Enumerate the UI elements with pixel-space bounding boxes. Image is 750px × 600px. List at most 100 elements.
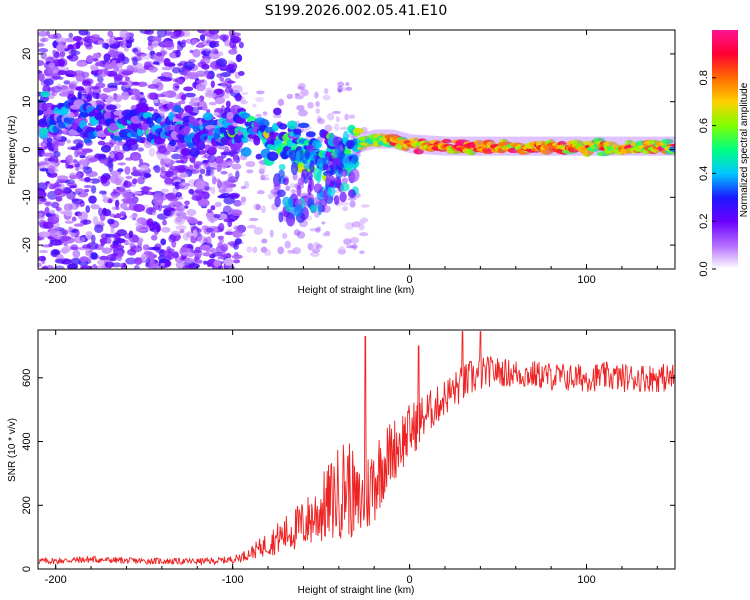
spectrogram-noise-blob [44, 202, 52, 207]
spectrogram-noise-blob [38, 30, 48, 37]
spectrogram-noise-blob [100, 241, 105, 247]
spectrogram-noise-blob [358, 223, 365, 231]
spectrogram-noise-blob [240, 91, 249, 95]
spectrogram-noise-blob [202, 252, 211, 257]
spectrogram-noise-blob [86, 95, 91, 101]
spectrogram-noise-blob [294, 95, 304, 100]
spectrogram-blobs [38, 30, 675, 269]
spectrogram-noise-blob [285, 185, 291, 192]
spectrogram-ridge-blob [98, 93, 109, 100]
spectrogram-noise-blob [73, 159, 78, 164]
snr-y-ticks: 0 200 400 600 [21, 369, 675, 572]
spectrogram-noise-blob [220, 152, 227, 159]
spectrogram-noise-blob [125, 32, 134, 38]
spectrogram-noise-blob [38, 146, 44, 155]
spectrogram-streak-blob [353, 144, 359, 153]
spectrogram-noise-blob [107, 198, 113, 204]
spectrogram-noise-blob [125, 257, 137, 265]
spectrogram-noise-blob [72, 191, 82, 195]
spectrogram-noise-blob [44, 206, 50, 215]
spectrogram-noise-blob [61, 229, 69, 236]
spectrogram-noise-blob [132, 191, 143, 195]
spectrogram-noise-blob [113, 232, 119, 241]
spectrogram-noise-blob [237, 233, 247, 237]
spectrogram-noise-blob [130, 245, 143, 253]
spectrogram-noise-blob [213, 213, 221, 219]
spectrogram-noise-blob [103, 142, 114, 149]
spectrogram-ridge-blob [297, 122, 310, 129]
spectrogram-noise-blob [81, 71, 90, 78]
spectrogram-noise-blob [132, 57, 138, 66]
spectrogram-noise-blob [75, 143, 84, 149]
spectrogram-noise-blob [245, 160, 256, 168]
spectrogram-noise-blob [317, 118, 325, 125]
spectrogram-noise-blob [57, 210, 67, 214]
spectrogram-noise-blob [152, 61, 160, 65]
spectrogram-noise-blob [158, 265, 164, 269]
spectrogram-noise-blob [95, 265, 108, 269]
spectrogram-noise-blob [344, 113, 349, 121]
spectrogram-streak-blob [322, 156, 330, 165]
spectrogram-ridge-blob [60, 106, 69, 117]
spectrogram-streak-blob [337, 150, 344, 162]
spectrogram-noise-blob [97, 76, 104, 83]
spectrogram-noise-blob [80, 236, 86, 243]
spectrogram-noise-blob [140, 53, 152, 60]
spectrogram-streak-blob [347, 189, 356, 199]
spectrogram-noise-blob [187, 217, 198, 225]
spectrogram-noise-blob [214, 155, 224, 164]
spectrogram-noise-blob [170, 200, 177, 205]
spectrogram-noise-blob [114, 151, 124, 161]
spectrogram-noise-blob [129, 215, 138, 219]
spectrogram-noise-blob [72, 249, 81, 259]
spectrogram-noise-blob [259, 164, 267, 172]
spectrogram-noise-blob [315, 100, 320, 107]
spectrogram-noise-blob [202, 159, 210, 164]
spectrogram-noise-blob [190, 249, 202, 254]
spectrogram-noise-blob [109, 174, 120, 184]
spectrogram-noise-blob [139, 30, 151, 34]
spectrogram-streak-blob [276, 189, 286, 198]
spectrogram-noise-blob [110, 253, 119, 257]
spectrogram-noise-blob [290, 189, 296, 194]
spectrogram-ridge-blob [278, 123, 288, 130]
spectrogram-streak-blob [282, 177, 289, 186]
spectrogram-noise-blob [315, 108, 320, 115]
spectrogram-noise-blob [100, 175, 108, 184]
spectrogram-noise-blob [90, 34, 100, 39]
spectrogram-noise-blob [174, 93, 181, 100]
spectrogram-x-label: Height of straight line (km) [298, 285, 415, 296]
spectrogram-noise-blob [341, 201, 349, 206]
spectrogram-noise-blob [119, 40, 127, 48]
spectrogram-noise-blob [54, 188, 63, 196]
spectrogram-noise-blob [240, 96, 246, 103]
spectrogram-noise-blob [174, 164, 186, 174]
spectrogram-ridge-blob [208, 146, 217, 154]
spectrogram-noise-blob [164, 157, 171, 164]
spectrogram-noise-blob [97, 68, 109, 77]
y-tick-label: -20 [21, 237, 33, 253]
spectrogram-noise-blob [160, 165, 166, 174]
spectrogram-noise-blob [92, 58, 99, 62]
spectrogram-noise-blob [217, 242, 223, 249]
spectrogram-noise-blob [51, 73, 61, 80]
spectrogram-noise-blob [252, 246, 258, 254]
spectrogram-noise-blob [181, 182, 186, 186]
spectrogram-noise-blob [54, 241, 64, 246]
spectrogram-noise-blob [96, 40, 105, 45]
spectrogram-noise-blob [78, 159, 88, 165]
colorbar: 0.0 0.2 0.4 0.6 0.8 Normalized spectral ampl… [698, 30, 750, 277]
spectrogram-noise-blob [321, 221, 326, 225]
spectrogram-noise-blob [122, 180, 132, 189]
spectrogram-noise-blob [190, 97, 202, 102]
spectrogram-noise-blob [181, 251, 190, 256]
spectrogram-noise-blob [70, 244, 79, 250]
spectrogram-noise-blob [51, 91, 58, 97]
spectrogram-noise-blob [335, 116, 340, 123]
spectrogram-noise-blob [210, 205, 216, 211]
spectrogram-noise-blob [116, 229, 128, 237]
spectrogram-noise-blob [38, 182, 48, 191]
spectrogram-ridge-halo [496, 136, 499, 156]
spectrogram-noise-blob [141, 185, 150, 195]
